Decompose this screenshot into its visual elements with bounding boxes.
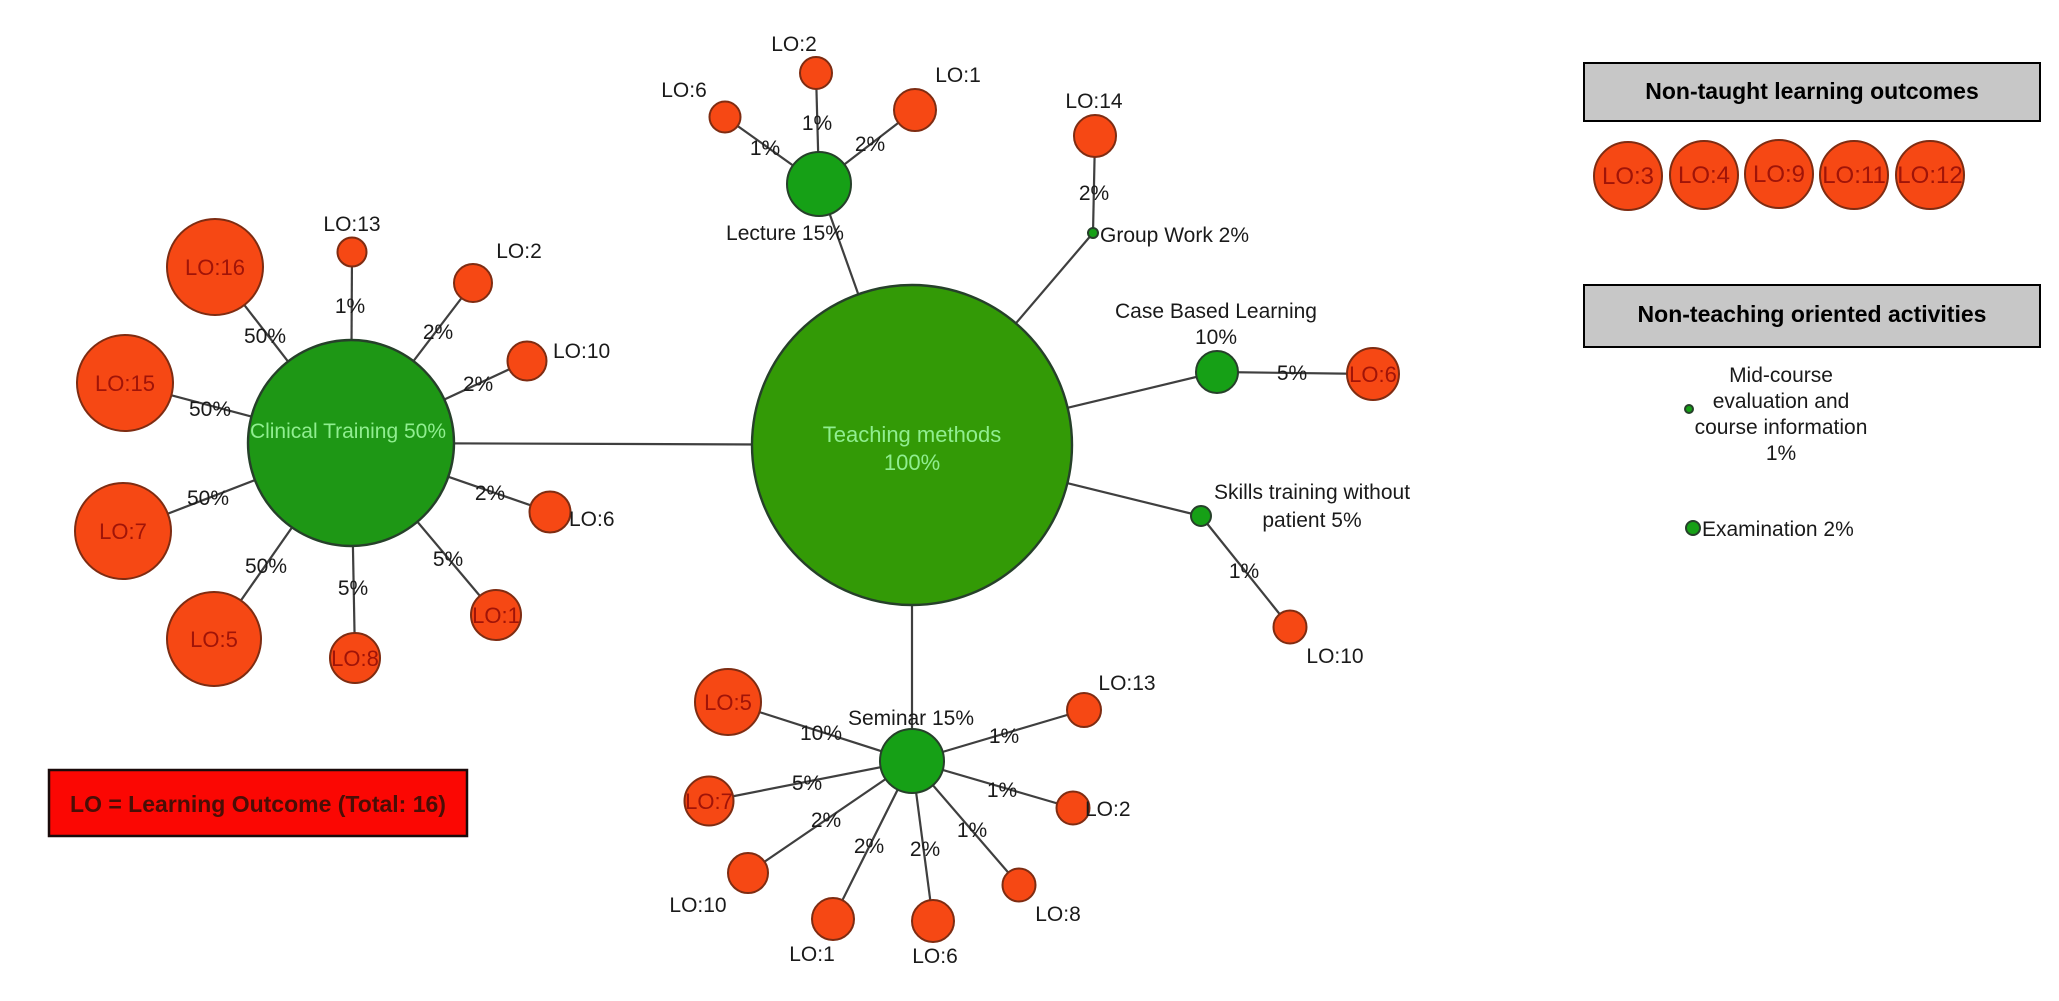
svg-text:LO:2: LO:2 bbox=[496, 240, 542, 263]
svg-text:patient 5%: patient 5% bbox=[1262, 509, 1361, 532]
svg-text:Group Work 2%: Group Work 2% bbox=[1100, 224, 1249, 247]
svg-text:2%: 2% bbox=[463, 373, 493, 396]
svg-text:5%: 5% bbox=[433, 548, 463, 571]
svg-text:Lecture 15%: Lecture 15% bbox=[726, 222, 844, 245]
svg-text:LO:1: LO:1 bbox=[472, 603, 520, 628]
svg-text:Mid-course: Mid-course bbox=[1729, 364, 1833, 387]
svg-text:1%: 1% bbox=[335, 295, 365, 318]
svg-text:50%: 50% bbox=[187, 487, 229, 510]
svg-text:Clinical Training 50%: Clinical Training 50% bbox=[250, 420, 446, 443]
svg-text:Examination 2%: Examination 2% bbox=[1702, 518, 1854, 541]
svg-text:50%: 50% bbox=[245, 555, 287, 578]
svg-text:2%: 2% bbox=[423, 321, 453, 344]
svg-text:LO:13: LO:13 bbox=[1098, 672, 1155, 695]
svg-text:1%: 1% bbox=[1766, 442, 1796, 465]
svg-text:LO:6: LO:6 bbox=[912, 945, 958, 968]
svg-text:Non-taught learning outcomes: Non-taught learning outcomes bbox=[1645, 78, 1979, 104]
svg-text:1%: 1% bbox=[989, 725, 1019, 748]
svg-text:2%: 2% bbox=[910, 838, 940, 861]
svg-text:LO:7: LO:7 bbox=[99, 519, 147, 544]
svg-text:10%: 10% bbox=[800, 722, 842, 745]
svg-text:LO:8: LO:8 bbox=[331, 646, 379, 671]
svg-text:LO:10: LO:10 bbox=[553, 340, 610, 363]
svg-text:LO:6: LO:6 bbox=[1349, 362, 1397, 387]
svg-text:Seminar 15%: Seminar 15% bbox=[848, 707, 974, 730]
svg-text:LO:1: LO:1 bbox=[935, 64, 981, 87]
svg-text:LO:7: LO:7 bbox=[685, 789, 733, 814]
svg-text:LO:6: LO:6 bbox=[569, 508, 615, 531]
svg-text:100%: 100% bbox=[884, 450, 940, 475]
svg-text:LO:3: LO:3 bbox=[1602, 163, 1654, 190]
svg-text:LO:14: LO:14 bbox=[1065, 90, 1123, 113]
svg-text:evaluation and: evaluation and bbox=[1713, 390, 1850, 413]
svg-text:5%: 5% bbox=[338, 577, 368, 600]
svg-text:LO:15: LO:15 bbox=[95, 371, 155, 396]
svg-text:10%: 10% bbox=[1195, 326, 1237, 349]
svg-text:1%: 1% bbox=[957, 819, 987, 842]
svg-text:LO:10: LO:10 bbox=[1306, 645, 1363, 668]
svg-text:LO:5: LO:5 bbox=[190, 627, 238, 652]
svg-text:LO = Learning Outcome (Total:: LO = Learning Outcome (Total: 16) bbox=[70, 791, 446, 817]
svg-text:LO:2: LO:2 bbox=[771, 33, 817, 56]
svg-text:1%: 1% bbox=[1229, 560, 1259, 583]
svg-text:1%: 1% bbox=[750, 137, 780, 160]
svg-text:LO:2: LO:2 bbox=[1085, 798, 1131, 821]
svg-text:5%: 5% bbox=[792, 772, 822, 795]
svg-text:2%: 2% bbox=[854, 835, 884, 858]
svg-text:5%: 5% bbox=[1277, 362, 1307, 385]
svg-text:2%: 2% bbox=[811, 809, 841, 832]
svg-text:2%: 2% bbox=[475, 482, 505, 505]
svg-text:LO:13: LO:13 bbox=[323, 213, 380, 236]
svg-text:2%: 2% bbox=[855, 133, 885, 156]
svg-text:Non-teaching oriented activiti: Non-teaching oriented activities bbox=[1638, 301, 1987, 327]
svg-text:LO:4: LO:4 bbox=[1678, 162, 1730, 189]
svg-text:LO:6: LO:6 bbox=[661, 79, 707, 102]
svg-text:1%: 1% bbox=[987, 779, 1017, 802]
svg-text:LO:12: LO:12 bbox=[1897, 162, 1962, 189]
svg-text:Case Based Learning: Case Based Learning bbox=[1115, 300, 1317, 323]
svg-text:Skills training without: Skills training without bbox=[1214, 481, 1410, 504]
svg-text:2%: 2% bbox=[1079, 182, 1109, 205]
svg-text:50%: 50% bbox=[244, 325, 286, 348]
svg-text:course information: course information bbox=[1695, 416, 1868, 439]
svg-text:Teaching methods: Teaching methods bbox=[823, 422, 1002, 447]
svg-text:LO:5: LO:5 bbox=[704, 690, 752, 715]
svg-text:1%: 1% bbox=[802, 112, 832, 135]
svg-text:LO:10: LO:10 bbox=[669, 894, 726, 917]
svg-text:LO:1: LO:1 bbox=[789, 943, 835, 966]
svg-text:50%: 50% bbox=[189, 398, 231, 421]
svg-text:LO:11: LO:11 bbox=[1822, 162, 1886, 189]
svg-text:LO:16: LO:16 bbox=[185, 255, 245, 280]
svg-text:LO:9: LO:9 bbox=[1753, 161, 1805, 188]
svg-text:LO:8: LO:8 bbox=[1035, 903, 1081, 926]
